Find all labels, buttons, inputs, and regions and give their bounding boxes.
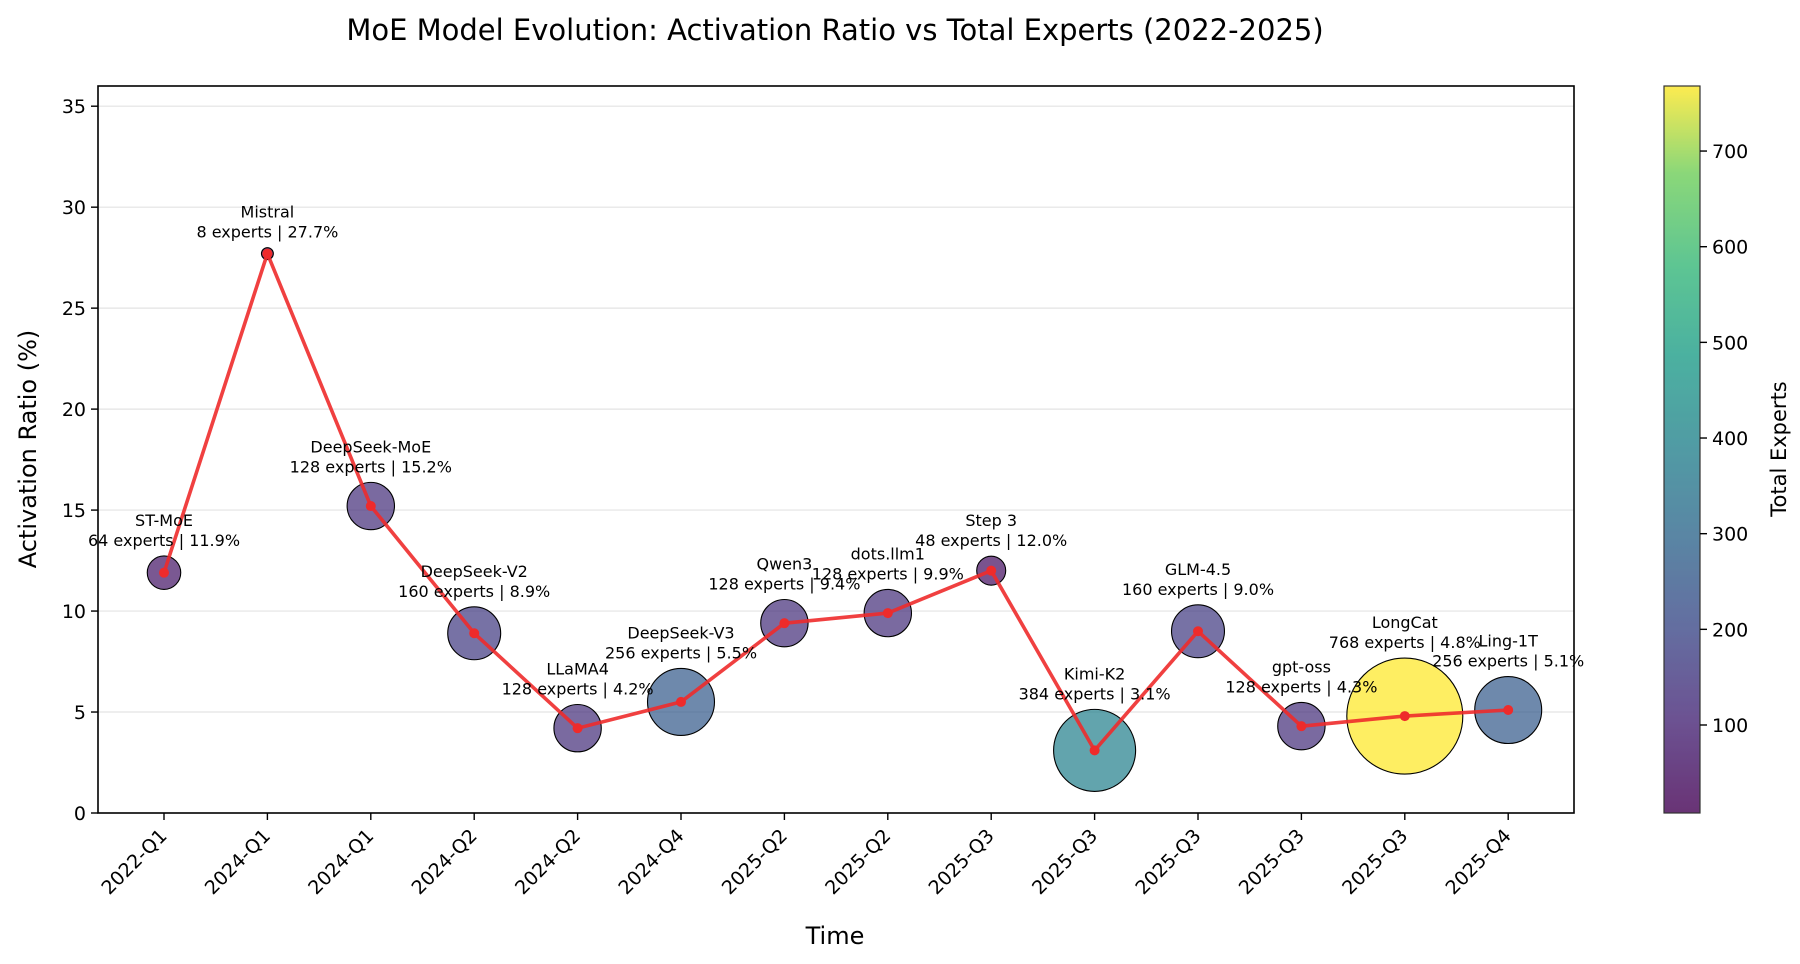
data-point [572, 723, 583, 734]
annotation-detail: 128 experts | 9.4% [708, 574, 860, 593]
data-point [159, 567, 169, 578]
colorbar-tick-label: 500 [1712, 332, 1748, 354]
y-axis-label: Activation Ratio (%) [14, 330, 42, 569]
annotation-detail: 256 experts | 5.1% [1432, 652, 1584, 671]
annotation-detail: 160 experts | 9.0% [1122, 580, 1274, 599]
x-tick-label: 2024-Q1 [304, 825, 378, 899]
colorbar-label: Total Experts [1767, 381, 1791, 517]
y-tick-label: 5 [74, 702, 86, 724]
colorbar-tick-label: 700 [1712, 141, 1748, 163]
y-axis: 0 5 10 15 20 25 30 35 [62, 96, 98, 825]
data-point [676, 696, 686, 707]
annotation-detail: 128 experts | 4.2% [502, 680, 654, 699]
x-tick-label: 2025-Q2 [821, 825, 895, 899]
y-tick-label: 30 [62, 197, 86, 219]
x-tick-label: 2025-Q3 [1338, 825, 1412, 899]
x-tick-label: 2022-Q1 [97, 825, 171, 899]
annotation-name: Ling-1T [1479, 632, 1539, 651]
annotation-name: DeepSeek-V3 [627, 623, 734, 642]
data-point [469, 628, 480, 639]
data-point [882, 608, 893, 619]
x-tick-label: 2025-Q3 [1235, 825, 1309, 899]
data-point [365, 501, 376, 512]
y-tick-label: 15 [62, 500, 86, 522]
bubbles [146, 247, 1543, 792]
colorbar-ticks: 100 200 300 400 500 600 700 [1700, 141, 1748, 737]
x-tick-label: 2025-Q3 [925, 825, 999, 899]
data-point [1296, 721, 1307, 732]
annotation-detail: 256 experts | 5.5% [605, 643, 757, 662]
x-tick-label: 2025-Q2 [718, 825, 792, 899]
annotation-detail: 128 experts | 4.3% [1225, 677, 1377, 696]
x-tick-label: 2024-Q2 [408, 825, 482, 899]
annotations: 64 experts | 11.9%ST-MoE 8 experts | 27.7… [88, 203, 1584, 704]
annotation-detail: 8 experts | 27.7% [196, 223, 338, 242]
colorbar-tick-label: 600 [1712, 237, 1748, 259]
x-tick-label: 2024-Q1 [201, 825, 275, 899]
annotation-name: Step 3 [965, 511, 1017, 530]
colorbar-tick-label: 100 [1712, 715, 1748, 737]
annotation-name: DeepSeek-V2 [421, 562, 528, 581]
annotation-detail: 64 experts | 11.9% [88, 531, 240, 550]
x-axis-label: Time [805, 922, 865, 950]
colorbar-tick-label: 400 [1712, 428, 1748, 450]
data-point [1503, 705, 1514, 716]
data-point [986, 565, 997, 576]
annotation-name: dots.llm1 [851, 544, 925, 563]
annotation-name: ST-MoE [135, 511, 193, 530]
y-tick-label: 25 [62, 298, 86, 320]
data-point [262, 248, 273, 259]
annotation-detail: 48 experts | 12.0% [915, 531, 1067, 550]
annotation-detail: 128 experts | 9.9% [812, 564, 964, 583]
colorbar [1663, 85, 1701, 814]
data-point [779, 618, 790, 629]
annotation-name: GLM-4.5 [1165, 560, 1231, 579]
annotation-detail: 160 experts | 8.9% [398, 582, 550, 601]
annotation-name: LongCat [1372, 613, 1438, 632]
plot-area-frame [97, 85, 1575, 814]
annotation-detail: 768 experts | 4.8% [1329, 633, 1481, 652]
chart-title: MoE Model Evolution: Activation Ratio vs… [346, 13, 1323, 47]
x-tick-label: 2025-Q4 [1442, 825, 1516, 899]
x-axis: 2022-Q1 2024-Q1 2024-Q1 2024-Q2 2024-Q2 2024-… [97, 813, 1516, 899]
series-line [159, 248, 1514, 756]
colorbar-tick-label: 200 [1712, 619, 1748, 641]
data-point [1193, 626, 1203, 637]
annotation-name: LLaMA4 [546, 660, 609, 679]
annotation-name: gpt-oss [1272, 657, 1331, 676]
grid [98, 105, 1574, 814]
data-point [1089, 745, 1100, 756]
annotation-name: Kimi-K2 [1064, 664, 1125, 683]
x-tick-label: 2024-Q2 [511, 825, 585, 899]
y-tick-label: 35 [62, 96, 86, 118]
y-tick-label: 10 [62, 601, 86, 623]
data-point [1399, 711, 1410, 722]
y-tick-label: 20 [62, 399, 86, 421]
trend-line [162, 251, 1509, 753]
annotation-name: Mistral [241, 203, 295, 222]
y-tick-label: 0 [74, 803, 86, 825]
annotation-detail: 384 experts | 3.1% [1019, 684, 1171, 703]
annotation-name: DeepSeek-MoE [310, 437, 431, 456]
x-tick-label: 2025-Q3 [1131, 825, 1205, 899]
colorbar-tick-label: 300 [1712, 524, 1748, 546]
x-tick-label: 2024-Q4 [614, 825, 688, 899]
x-tick-label: 2025-Q3 [1028, 825, 1102, 899]
annotation-name: Qwen3 [756, 554, 812, 573]
annotation-detail: 128 experts | 15.2% [290, 457, 452, 476]
